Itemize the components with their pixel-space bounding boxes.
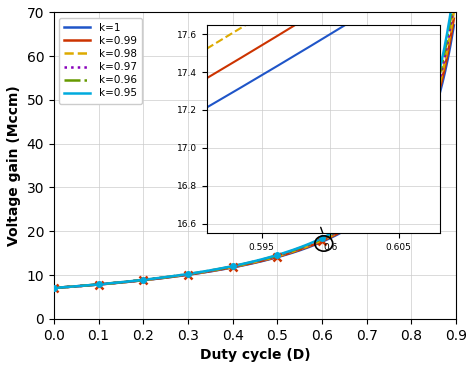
k=0.98 bbox=[122, 280, 128, 284]
k=0.98 bbox=[318, 239, 324, 243]
k=1 bbox=[51, 286, 57, 290]
k=0.97 bbox=[154, 276, 160, 281]
k=1 bbox=[318, 240, 324, 244]
k=0.95 bbox=[287, 249, 292, 253]
k=1 bbox=[287, 251, 292, 256]
k=0.97 bbox=[318, 238, 324, 242]
X-axis label: Duty cycle (D): Duty cycle (D) bbox=[200, 348, 310, 362]
k=0.98 bbox=[51, 286, 57, 290]
k=0.99 bbox=[122, 280, 128, 284]
Line: k=0.98: k=0.98 bbox=[54, 12, 454, 288]
k=0.98 bbox=[287, 251, 292, 255]
k=1 bbox=[232, 265, 237, 269]
k=0.99 bbox=[154, 276, 160, 281]
Y-axis label: Voltage gain (Mccm): Voltage gain (Mccm) bbox=[7, 85, 21, 246]
k=0.96 bbox=[318, 237, 324, 242]
k=1 bbox=[122, 280, 128, 284]
Line: k=1: k=1 bbox=[54, 25, 454, 288]
k=0.99 bbox=[352, 221, 358, 225]
k=1 bbox=[451, 23, 456, 28]
k=0.97 bbox=[122, 280, 128, 284]
k=0.96 bbox=[287, 249, 292, 254]
k=0.96 bbox=[232, 264, 237, 268]
k=0.99 bbox=[287, 251, 292, 255]
k=0.97 bbox=[51, 286, 57, 290]
Line: k=0.99: k=0.99 bbox=[54, 19, 454, 288]
k=0.98 bbox=[451, 10, 456, 14]
k=0.95 bbox=[232, 263, 237, 268]
k=0.96 bbox=[122, 280, 128, 284]
k=0.99 bbox=[318, 239, 324, 244]
k=0.98 bbox=[232, 264, 237, 269]
k=0.99 bbox=[51, 286, 57, 290]
k=0.95 bbox=[122, 280, 128, 284]
k=0.97 bbox=[232, 264, 237, 268]
k=0.98 bbox=[352, 220, 358, 224]
k=0.95 bbox=[352, 217, 358, 221]
Line: k=0.96: k=0.96 bbox=[54, 0, 454, 288]
k=0.98 bbox=[154, 276, 160, 281]
k=0.95 bbox=[154, 276, 160, 280]
k=1 bbox=[352, 222, 358, 227]
k=0.97 bbox=[451, 3, 456, 7]
k=0.99 bbox=[232, 265, 237, 269]
k=1 bbox=[154, 276, 160, 281]
k=0.99 bbox=[451, 17, 456, 21]
k=0.95 bbox=[51, 286, 57, 290]
Legend: k=1, k=0.99, k=0.98, k=0.97, k=0.96, k=0.95: k=1, k=0.99, k=0.98, k=0.97, k=0.96, k=0… bbox=[59, 18, 142, 104]
Line: k=0.97: k=0.97 bbox=[54, 5, 454, 288]
k=0.96 bbox=[51, 286, 57, 290]
k=0.96 bbox=[154, 276, 160, 280]
k=0.96 bbox=[352, 218, 358, 222]
k=0.97 bbox=[352, 219, 358, 223]
k=0.95 bbox=[318, 237, 324, 241]
Line: k=0.95: k=0.95 bbox=[54, 0, 454, 288]
k=0.97 bbox=[287, 250, 292, 254]
